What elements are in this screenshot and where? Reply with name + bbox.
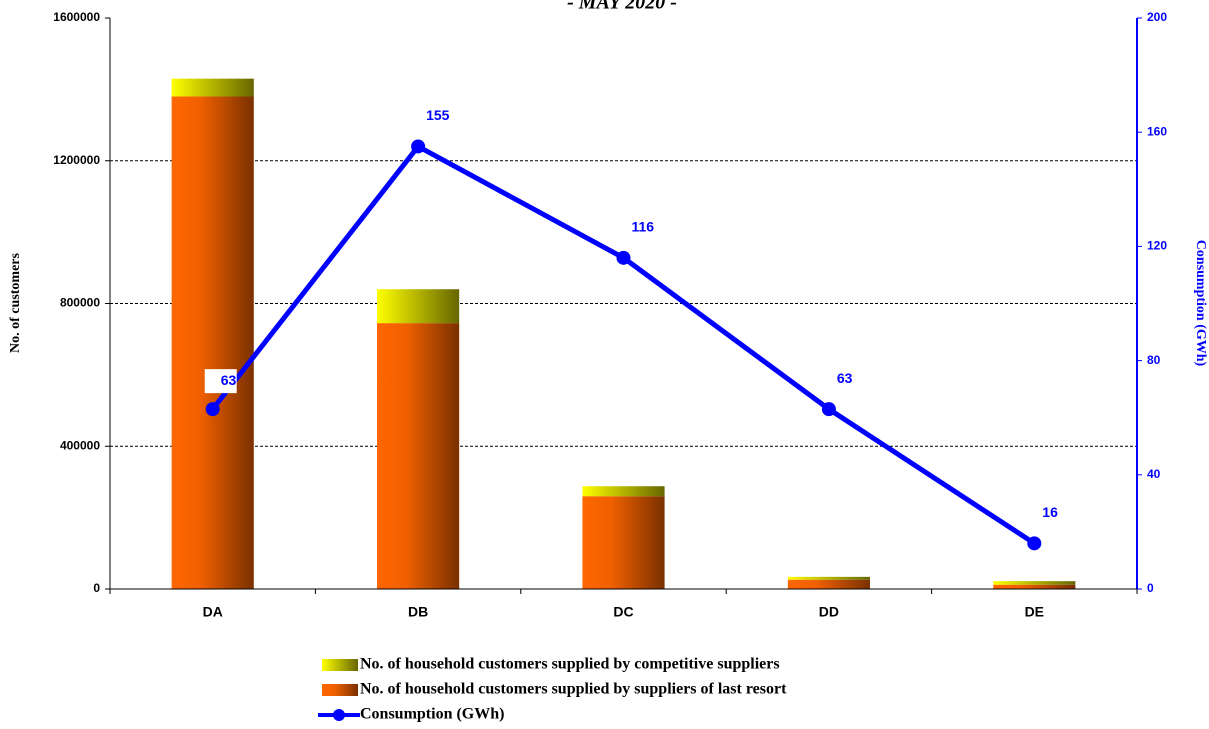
bar-segment xyxy=(171,78,254,97)
bar-segment xyxy=(171,96,254,589)
data-label: 116 xyxy=(632,219,655,235)
bar-segment xyxy=(787,579,870,589)
y2-tick-label: 120 xyxy=(1147,239,1167,253)
chart-title: - MAY 2020 - xyxy=(567,0,677,14)
bar-segment xyxy=(787,576,870,580)
line-point xyxy=(205,402,220,417)
y2-tick-label: 0 xyxy=(1147,581,1154,595)
data-label: 155 xyxy=(426,107,450,123)
data-label-box xyxy=(204,369,237,394)
legend-swatch xyxy=(322,684,358,696)
bar-segment xyxy=(377,323,460,589)
y-tick-label: 1600000 xyxy=(53,10,100,24)
line xyxy=(210,143,1036,546)
legend-label: No. of household customers supplied by s… xyxy=(360,681,787,698)
x-tick-label: DE xyxy=(1025,604,1044,620)
data-label: 63 xyxy=(221,372,237,388)
x-tick-label: DA xyxy=(203,604,223,620)
x-tick-label: DC xyxy=(613,604,633,620)
line-point xyxy=(821,402,836,417)
bar-segment xyxy=(993,584,1076,589)
y2-axis-label: Consumption (GWh) xyxy=(1193,240,1208,367)
y2-tick-label: 160 xyxy=(1147,124,1167,138)
bar-segment xyxy=(377,289,460,324)
data-label: 63 xyxy=(837,370,853,386)
x-tick-label: DD xyxy=(819,604,839,620)
y2-tick-label: 40 xyxy=(1147,467,1161,481)
legend-label: No. of household customers supplied by c… xyxy=(360,656,780,673)
line-point xyxy=(616,250,631,265)
line-point xyxy=(1027,536,1042,551)
bar-segment xyxy=(582,486,665,497)
data-label: 16 xyxy=(1042,504,1058,520)
y2-tick-label: 200 xyxy=(1147,10,1167,24)
y-tick-label: 0 xyxy=(93,581,100,595)
y2-tick-label: 80 xyxy=(1147,353,1161,367)
legend-marker xyxy=(333,709,345,721)
y-tick-label: 400000 xyxy=(60,438,100,452)
line-point xyxy=(411,139,426,154)
y-tick-label: 1200000 xyxy=(53,153,100,167)
y-tick-label: 800000 xyxy=(60,296,100,310)
y-axis-label: No. of customers xyxy=(8,252,23,352)
legend-label: Consumption (GWh) xyxy=(360,706,504,723)
bar-segment xyxy=(993,581,1076,585)
legend-swatch xyxy=(322,659,358,671)
bar-segment xyxy=(582,496,665,589)
x-tick-label: DB xyxy=(408,604,428,620)
